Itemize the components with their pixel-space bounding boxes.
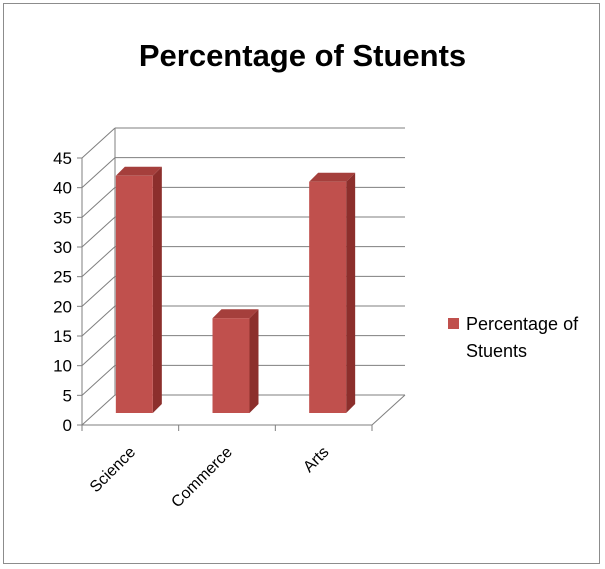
gridline-diagonal [81,335,116,367]
gridline-diagonal [81,157,116,189]
axes [77,128,406,431]
y-tick-label: 5 [63,386,72,405]
x-tick-label: Arts [300,444,332,476]
bar-top [212,309,259,319]
gridline-diagonal [81,186,116,218]
bar-top [115,166,162,176]
y-tick-label: 45 [53,149,72,168]
y-tick-label: 35 [53,208,72,227]
bar-top [309,172,356,182]
gridline-diagonal [81,127,116,159]
bar [212,318,250,413]
legend: Percentage of Stuents [448,314,579,361]
y-tick-label: 20 [53,297,72,316]
y-tick-label: 40 [53,179,72,198]
bars [115,166,356,413]
bar-side [249,309,259,413]
gridline-diagonal [81,394,116,426]
x-tick-label: Science [87,444,139,496]
chart-frame [3,3,600,564]
gridline-diagonal [81,364,116,396]
grid-lines [81,127,405,426]
gridline-diagonal [81,305,116,337]
bar [309,181,347,413]
bar-side [346,172,356,413]
y-tick-label: 0 [63,416,72,435]
gridline-diagonal [81,246,116,278]
x-tick-label: Commerce [168,444,235,511]
y-tick-label: 15 [53,327,72,346]
legend-label: Percentage of [466,314,579,334]
legend-label: Stuents [466,341,527,361]
chart-title: Percentage of Stuents [138,38,467,73]
legend-swatch [448,318,459,329]
floor-right-edge [371,394,406,426]
y-tick-label: 30 [53,238,72,257]
bar [115,175,153,413]
labels: 0 5 10 15 20 25 30 35 40 45 Science Commerce Arts [53,149,332,511]
gridline-diagonal [81,216,116,248]
bar-side [152,166,162,413]
y-tick-label: 10 [53,357,72,376]
gridline-diagonal [81,275,116,307]
y-tick-label: 25 [53,268,72,287]
